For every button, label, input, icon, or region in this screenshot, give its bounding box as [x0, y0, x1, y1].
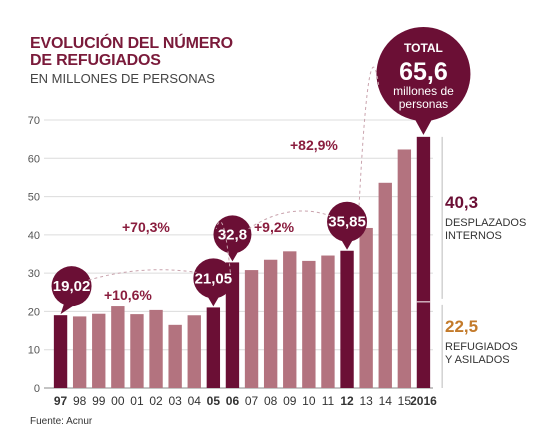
- callout-bubble: [51, 266, 92, 307]
- bar-15: [397, 149, 412, 388]
- bar-00: [111, 306, 125, 388]
- bar-09: [283, 251, 297, 388]
- callout-value: 35,85: [328, 214, 366, 231]
- source-note: Fuente: Acnur: [30, 416, 93, 427]
- bar-12: [340, 250, 354, 388]
- change-label: +9,2%: [254, 219, 295, 235]
- callout-value: 21,05: [195, 270, 233, 287]
- x-tick-label: 04: [188, 394, 202, 408]
- y-tick-label: 10: [28, 345, 40, 357]
- change-connector: [88, 269, 197, 281]
- x-tick-label: 10: [302, 394, 316, 408]
- x-tick-label: 98: [73, 394, 87, 408]
- bar-07: [244, 270, 259, 388]
- bar-04: [187, 315, 201, 388]
- x-tick-label: 06: [226, 394, 240, 408]
- x-tick-label: 2016: [410, 394, 437, 408]
- breakdown-label-line1: REFUGIADOS: [445, 341, 518, 353]
- x-tick-label: 02: [149, 394, 163, 408]
- callout-bubble: [327, 201, 368, 242]
- change-label: +70,3%: [122, 219, 170, 235]
- y-tick-label: 20: [28, 306, 40, 318]
- callout-pointer: [60, 302, 79, 315]
- y-tick-label: 30: [28, 268, 40, 280]
- x-tick-label: 97: [54, 394, 68, 408]
- change-label: +10,6%: [104, 287, 152, 303]
- change-connector: [248, 210, 331, 230]
- x-tick-label: 08: [264, 394, 278, 408]
- chart-subtitle: EN MILLONES DE PERSONAS: [30, 71, 215, 86]
- total-unit-line2: personas: [399, 97, 448, 111]
- bar-97: [53, 315, 68, 388]
- bar-11: [321, 255, 335, 388]
- x-tick-label: 13: [359, 394, 373, 408]
- callout-bubble: [193, 258, 234, 299]
- y-tick-label: 0: [34, 383, 40, 395]
- bar-2016: [416, 136, 431, 388]
- x-tick-label: 03: [168, 394, 182, 408]
- bar-98: [72, 316, 87, 388]
- change-connector: [215, 221, 231, 273]
- title-line-2: DE REFUGIADOS: [30, 52, 161, 69]
- x-tick-label: 14: [379, 394, 393, 408]
- bar-03: [168, 324, 182, 388]
- x-tick-label: 99: [92, 394, 106, 408]
- x-tick-label: 15: [398, 394, 412, 408]
- total-unit-line1: millones de: [393, 84, 454, 98]
- callout-value: 32,8: [218, 226, 247, 243]
- x-tick-label: 12: [340, 394, 354, 408]
- total-bubble: [376, 27, 471, 121]
- total-heading: TOTAL: [404, 41, 443, 55]
- y-tick-label: 40: [28, 230, 40, 242]
- x-tick-label: 01: [130, 394, 144, 408]
- y-tick-label: 70: [28, 115, 40, 127]
- bar-01: [130, 314, 144, 388]
- y-tick-label: 60: [28, 153, 40, 165]
- x-tick-label: 07: [245, 394, 259, 408]
- bar-05: [206, 307, 221, 388]
- breakdown-value: 40,3: [445, 193, 478, 212]
- bar-14: [378, 182, 392, 388]
- bar-08: [263, 259, 278, 388]
- breakdown-label-line2: Y ASILADOS: [445, 354, 510, 366]
- bar-10: [302, 260, 316, 388]
- total-value: 65,6: [399, 58, 448, 86]
- bar-02: [149, 309, 163, 388]
- bar-06: [225, 262, 240, 388]
- title-line-1: EVOLUCIÓN DEL NÚMERO: [30, 35, 233, 52]
- bar-99: [92, 313, 106, 388]
- bar-13: [359, 227, 373, 388]
- callout-bubble: [213, 215, 252, 254]
- change-connector: [358, 66, 380, 206]
- x-tick-label: 11: [322, 394, 335, 408]
- breakdown-label-line2: INTERNOS: [445, 230, 502, 242]
- change-label: +82,9%: [290, 137, 338, 153]
- chart-title: EVOLUCIÓN DEL NÚMERO DE REFUGIADOS: [30, 35, 233, 69]
- x-tick-label: 00: [111, 394, 125, 408]
- breakdown-value: 22,5: [445, 317, 478, 336]
- callout-value: 19,02: [53, 278, 91, 295]
- x-tick-label: 05: [207, 394, 221, 408]
- breakdown-label-line1: DESPLAZADOS: [445, 217, 526, 229]
- y-tick-label: 50: [28, 192, 40, 204]
- x-tick-label: 09: [283, 394, 297, 408]
